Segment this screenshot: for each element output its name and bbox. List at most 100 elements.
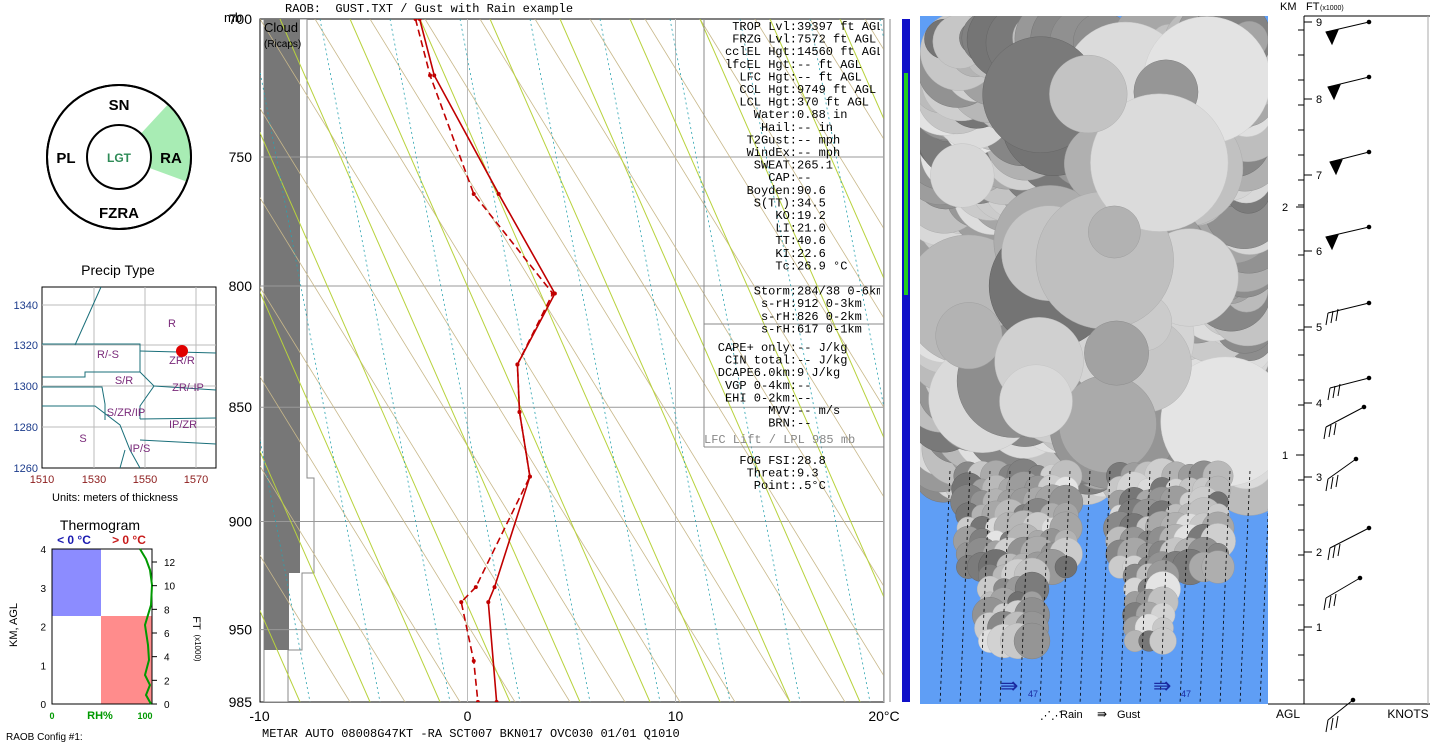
thermo-ft-label: FT (190, 616, 202, 630)
wind-barb-feather (1333, 422, 1337, 436)
index-key: DCAPE6.0km: (718, 366, 797, 380)
metar: METAR AUTO 08008G47KT -RA SCT007 BKN017 … (262, 727, 680, 741)
dewpoint-point (515, 362, 520, 367)
ptype-region-label: R (168, 318, 176, 330)
ptype-region-label: S/R (115, 375, 133, 387)
index-key: Hail: (761, 121, 797, 135)
gust-icon: ⇛ (1153, 673, 1171, 698)
index-value: -- ft AGL (797, 58, 862, 72)
wind-barb-shaft (1329, 377, 1370, 389)
ptype-region-label: ZR/-IP (172, 382, 204, 394)
wind-barb-base (1366, 74, 1372, 80)
index-key: LFC Hgt: (739, 70, 797, 84)
index-value: 912 0-3km (797, 297, 862, 311)
thermo-x-right: 100 (137, 711, 152, 721)
thermo-x-left: 0 (49, 711, 54, 721)
mb-unit: mb (224, 10, 242, 25)
index-key: FRZG Lvl: (732, 33, 797, 47)
wind-barb-base (1366, 19, 1372, 25)
index-key: S(TT): (754, 196, 797, 210)
index-key: s-rH: (761, 322, 797, 336)
index-value: 9.3 (797, 467, 819, 481)
index-key: T2Gust: (747, 133, 797, 147)
index-key: CCL Hgt: (739, 83, 797, 97)
dewpoint-point (550, 291, 555, 296)
thermo-ft-tick: 4 (164, 653, 170, 664)
thermo-ft-tick: 6 (164, 629, 170, 640)
thermo-ft-tick: 0 (164, 700, 170, 711)
ptype-wheel: SN PL RA FZRA LGT (46, 84, 192, 230)
temperature-point (492, 585, 497, 590)
pressure-label: 750 (229, 149, 253, 165)
pressure-label: 950 (229, 622, 253, 638)
index-value: -- mph (797, 133, 840, 147)
index-key: s-rH: (761, 297, 797, 311)
wind-barb-feather (1335, 474, 1339, 488)
index-key: SWEAT: (754, 159, 797, 173)
wind-barb-base (1361, 404, 1367, 410)
ft-label: FT (1306, 1, 1320, 13)
ptype-xtick: 1570 (184, 474, 208, 486)
lfc-lift-label: LFC Lift / LPL 985 mb (704, 433, 855, 447)
ptype-xtick: 1510 (30, 474, 54, 486)
ft-tick-label: 1 (1316, 622, 1322, 634)
index-key: KO: (775, 209, 797, 223)
dewpoint-point (459, 600, 464, 605)
ft-tick-label: 6 (1316, 246, 1322, 258)
wind-barb-shaft (1325, 577, 1361, 599)
index-key: s-rH: (761, 310, 797, 324)
wind-barb-feather (1330, 717, 1334, 731)
wind-barb-base (1357, 575, 1363, 581)
cloud-panel: ⇛ 47 ⇛ 47 (920, 16, 1268, 704)
precip-type-chart: R R/-S ZR/R S/R ZR/-IP S/ZR/IP IP/ZR S IP/S 1340… (14, 286, 217, 504)
index-value: 40.6 (797, 234, 826, 248)
wind-barb-feather (1330, 476, 1334, 490)
index-key: lfcEL Hgt: (725, 58, 797, 72)
wind-barb-base (1366, 375, 1372, 381)
index-key: VGP 0-4km: (725, 379, 797, 393)
index-value: 90.6 (797, 184, 826, 198)
gust-value: 47 (1028, 689, 1038, 699)
wind-barb-shaft (1327, 699, 1354, 721)
index-value: 28.8 (797, 454, 826, 468)
wind-panel: 9 8 7 6 5 4 3 2 1 2 1 KM FT (x1000) AGL KNOTS (1268, 1, 1430, 733)
index-value: -- m/s (797, 404, 840, 418)
temperature-point (432, 73, 437, 78)
ptype-ytick: 1300 (14, 381, 38, 393)
temp-label: 20°C (868, 708, 899, 724)
index-key: Tc: (775, 259, 797, 273)
ptype-ytick: 1260 (14, 463, 38, 475)
rain-legend-label: Rain (1060, 709, 1083, 721)
temperature-point (417, 19, 422, 21)
below-zero-label: < 0 °C (57, 533, 91, 547)
wind-barb-feather (1323, 426, 1327, 440)
index-key: Point: (754, 479, 797, 493)
index-key: KI: (775, 247, 797, 261)
knots-label: KNOTS (1387, 707, 1428, 721)
index-value: 826 0-2km (797, 310, 862, 324)
index-value: -- mph (797, 146, 840, 160)
temp-label: -10 (249, 708, 269, 724)
wind-barb-shaft (1329, 527, 1370, 549)
index-key: TROP Lvl: (732, 20, 797, 34)
wind-barb-feather (1327, 387, 1331, 401)
index-value: .5°C (797, 479, 826, 493)
index-key: WindEx: (747, 146, 797, 160)
index-value: -- (797, 379, 811, 393)
index-value: -- J/kg (797, 354, 847, 368)
index-value: -- ft AGL (797, 70, 862, 84)
temp-label: 0 (464, 708, 472, 724)
temperature-point (494, 700, 499, 702)
thermo-ft-tick: 2 (164, 676, 170, 687)
precip-units: Units: meters of thickness (52, 492, 178, 504)
index-value: -- (797, 417, 811, 431)
temperature-line (418, 19, 556, 702)
wind-barb-feather (1325, 478, 1329, 492)
index-value: -- J/kg (797, 341, 847, 355)
precip-point-marker (176, 345, 188, 357)
index-value: 617 0-1km (797, 322, 862, 336)
index-value: 22.6 (797, 247, 826, 261)
km-tick-label: 1 (1282, 450, 1288, 462)
index-key: MVV: (768, 404, 797, 418)
wind-barb-feather (1330, 310, 1334, 324)
